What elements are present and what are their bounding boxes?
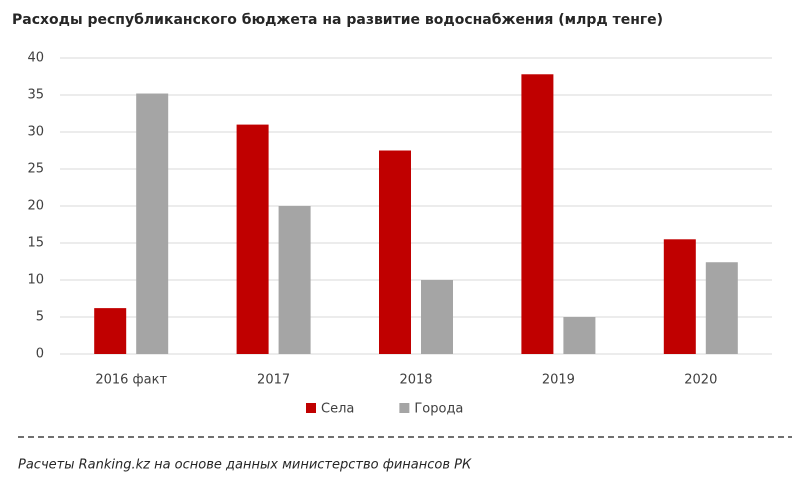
x-tick-label: 2017 xyxy=(257,373,290,388)
y-tick-label: 5 xyxy=(36,310,44,325)
bar xyxy=(663,239,696,354)
bar xyxy=(421,280,453,354)
y-tick-label: 35 xyxy=(27,88,44,103)
y-tick-label: 40 xyxy=(27,51,44,66)
bar xyxy=(236,124,269,354)
bar xyxy=(563,317,596,354)
bar xyxy=(94,308,127,354)
bar xyxy=(379,150,411,354)
legend-label: Села xyxy=(321,402,354,417)
legend-swatch xyxy=(399,403,410,413)
y-tick-label: 30 xyxy=(27,125,44,140)
legend-label: Города xyxy=(414,402,463,417)
y-tick-label: 25 xyxy=(27,162,44,177)
legend-swatch xyxy=(306,403,316,413)
source-note: Расчеты Ranking.kz на основе данных мини… xyxy=(18,458,472,473)
x-tick-label: 2020 xyxy=(684,373,717,388)
y-tick-label: 15 xyxy=(27,236,44,251)
y-tick-label: 10 xyxy=(27,273,44,288)
chart-title: Расходы республиканского бюджета на разв… xyxy=(12,12,663,28)
y-tick-label: 0 xyxy=(36,347,44,362)
bar xyxy=(278,206,311,354)
y-tick-label: 20 xyxy=(27,199,44,214)
x-tick-label: 2018 xyxy=(399,373,432,388)
bar xyxy=(136,93,169,355)
bar xyxy=(705,262,738,354)
x-tick-label: 2016 факт xyxy=(95,373,167,388)
x-tick-label: 2019 xyxy=(542,373,575,388)
bar xyxy=(521,74,554,354)
